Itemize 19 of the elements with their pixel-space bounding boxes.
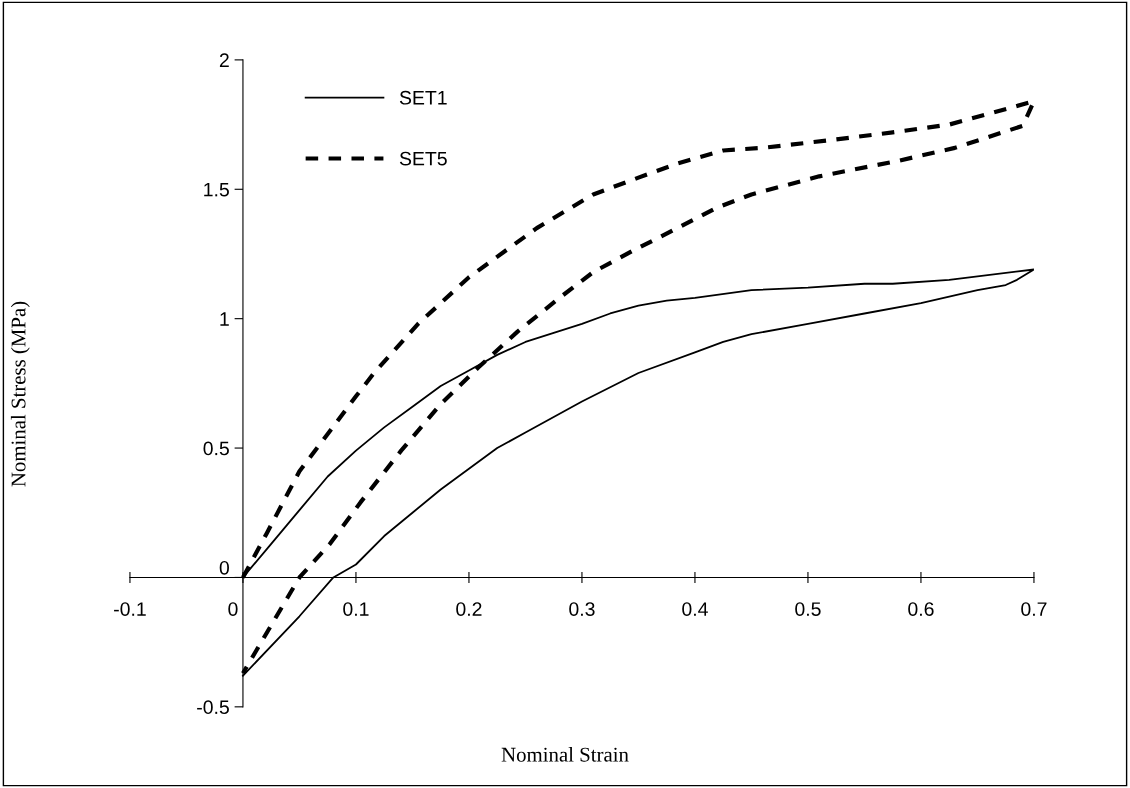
y-tick-label: -0.5	[197, 700, 229, 715]
x-tick-label: 0.2	[456, 602, 482, 616]
x-tick-label: -0.1	[114, 602, 146, 616]
x-tick-label: 0.4	[682, 602, 708, 616]
legend-label: SET1	[399, 90, 447, 105]
y-tick-label: 2	[219, 53, 229, 67]
legend-label: SET5	[399, 151, 447, 166]
y-axis-title: Nominal Stress (MPa)	[10, 301, 30, 487]
y-tick-label: 1	[220, 312, 229, 326]
x-tick-label: 0.6	[908, 602, 934, 616]
x-tick-label: 0.7	[1021, 602, 1047, 616]
x-tick-label: 0.3	[569, 602, 595, 616]
x-axis-title: Nominal Strain	[501, 747, 629, 762]
y-tick-label: 1.5	[204, 182, 229, 197]
x-tick-label: 0.5	[795, 602, 821, 616]
y-tick-label: 0.5	[203, 441, 229, 456]
x-tick-label: 0.1	[343, 602, 369, 616]
x-tick-label: 0	[228, 602, 238, 616]
y-tick-label: 0	[219, 560, 229, 575]
